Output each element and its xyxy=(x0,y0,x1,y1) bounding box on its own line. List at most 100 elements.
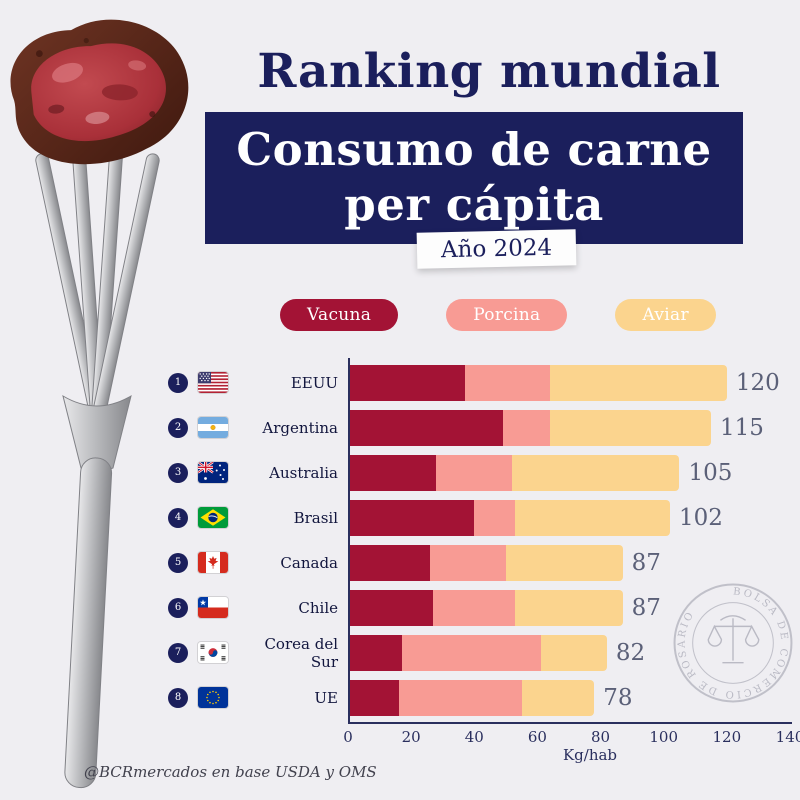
value-label: 105 xyxy=(688,459,733,486)
bar-segment-vacuna xyxy=(348,679,399,716)
chart-row: 3 Australia 105 xyxy=(168,450,780,495)
bar-segment-porcina xyxy=(474,499,516,536)
bar-segment-vacuna xyxy=(348,634,402,671)
country-label: Argentina xyxy=(262,418,338,437)
main-title: Ranking mundial xyxy=(257,44,721,99)
value-label: 82 xyxy=(615,639,646,666)
flag-icon-ca xyxy=(198,552,228,573)
bar-segment-vacuna xyxy=(348,589,434,626)
x-axis-label: Kg/hab xyxy=(562,746,618,764)
chart-row: 7 Corea del Sur 82 xyxy=(168,630,780,675)
stacked-bar xyxy=(348,364,727,401)
credit-text: @BCRmercados en base USDA y OMS xyxy=(84,763,377,781)
rank-badge: 2 xyxy=(168,417,188,438)
bar-segment-aviar xyxy=(512,454,680,491)
rank-badge: 8 xyxy=(168,687,188,708)
stacked-bar xyxy=(348,679,595,716)
legend-item-aviar: Aviar xyxy=(615,299,716,331)
country-label: Australia xyxy=(269,463,338,482)
value-label: 115 xyxy=(720,414,764,441)
meat-icon xyxy=(10,19,189,165)
subtitle-line2: per cápita xyxy=(344,178,604,231)
bar-segment-aviar xyxy=(515,499,670,536)
bar-segment-vacuna xyxy=(348,499,475,536)
chart-row: 1 EEUU 120 xyxy=(168,360,780,405)
bar-segment-vacuna xyxy=(348,544,431,581)
value-label: 87 xyxy=(631,549,661,576)
bcr-seal-watermark: BOLSA DE COMERCIO DE ROSARIO xyxy=(673,583,793,703)
chart-legend: Vacuna Porcina Aviar xyxy=(280,299,716,331)
flag-icon-cl xyxy=(198,597,228,618)
chart-row: 4 Brasil 102 xyxy=(168,495,780,540)
axis-tick-label: 20 xyxy=(401,728,421,746)
fork-with-meat-illustration xyxy=(10,19,189,789)
subtitle-line1: Consumo de carne xyxy=(236,123,712,177)
value-label: 78 xyxy=(603,684,633,711)
flag-icon-br xyxy=(198,507,228,528)
x-axis-ticks: 0 20 40 60 80 100 120 140 xyxy=(343,728,800,746)
axis-tick-label: 0 xyxy=(343,728,353,746)
stacked-bar xyxy=(348,409,712,446)
flag-icon-eu xyxy=(198,687,228,708)
bar-segment-aviar xyxy=(505,544,623,581)
rank-badge: 3 xyxy=(168,462,188,483)
bar-segment-porcina xyxy=(436,454,513,491)
flag-icon-kr xyxy=(198,642,228,663)
value-label: 120 xyxy=(735,369,780,396)
bar-segment-porcina xyxy=(398,679,522,716)
rank-badge: 7 xyxy=(168,642,188,663)
chart-rows: 1 EEUU 120 2 Argentina 115 3 Australia 105 4 Brasi… xyxy=(168,360,780,720)
bar-segment-vacuna xyxy=(348,409,503,446)
bar-segment-aviar xyxy=(550,409,712,446)
bar-segment-aviar xyxy=(521,679,595,716)
country-label: EEUU xyxy=(290,373,338,392)
chart-row: 2 Argentina 115 xyxy=(168,405,780,450)
flag-icon-us xyxy=(198,372,228,393)
year-badge: Año 2024 xyxy=(416,229,577,269)
stacked-bar xyxy=(348,499,670,536)
rank-badge: 6 xyxy=(168,597,188,618)
axis-tick-label: 80 xyxy=(591,728,611,746)
bar-segment-porcina xyxy=(502,409,551,446)
country-label: Chile xyxy=(298,598,338,617)
bar-segment-vacuna xyxy=(348,364,465,401)
chart-row: 6 Chile 87 xyxy=(168,585,780,630)
bar-segment-porcina xyxy=(430,544,506,581)
bar-segment-porcina xyxy=(464,364,551,401)
bar-segment-aviar xyxy=(515,589,623,626)
axis-tick-label: 100 xyxy=(649,728,679,746)
value-label: 102 xyxy=(678,504,723,531)
bar-segment-aviar xyxy=(550,364,727,401)
bar-segment-aviar xyxy=(540,634,607,671)
axis-tick-label: 140 xyxy=(775,728,800,746)
country-label: UE xyxy=(314,688,338,707)
axis-tick-label: 120 xyxy=(712,728,742,746)
scales-icon xyxy=(707,615,760,664)
country-label: Brasil xyxy=(293,508,338,527)
x-axis-line xyxy=(348,722,792,724)
chart-row: 5 Canada 87 xyxy=(168,540,780,585)
bar-segment-porcina xyxy=(401,634,541,671)
country-label: Corea del Sur xyxy=(264,634,338,671)
bar-segment-vacuna xyxy=(348,454,437,491)
rank-badge: 1 xyxy=(168,372,188,393)
stacked-bar xyxy=(348,544,623,581)
y-axis-line xyxy=(348,358,350,723)
rank-badge: 5 xyxy=(168,552,188,573)
axis-tick-label: 40 xyxy=(464,728,484,746)
bar-segment-porcina xyxy=(433,589,516,626)
value-label: 87 xyxy=(631,594,661,621)
chart-row: 8 UE 78 xyxy=(168,675,780,720)
axis-tick-label: 60 xyxy=(527,728,547,746)
fork-icon xyxy=(35,144,160,789)
country-label: Canada xyxy=(280,553,338,572)
legend-item-porcina: Porcina xyxy=(446,299,568,331)
stacked-bar xyxy=(348,454,680,491)
subtitle-banner: Consumo de carne per cápita xyxy=(205,112,743,244)
stacked-bar xyxy=(348,589,623,626)
legend-item-vacuna: Vacuna xyxy=(280,299,399,331)
flag-icon-ar xyxy=(198,417,228,438)
stacked-bar xyxy=(348,634,607,671)
flag-icon-au xyxy=(198,462,228,483)
rank-badge: 4 xyxy=(168,507,188,528)
